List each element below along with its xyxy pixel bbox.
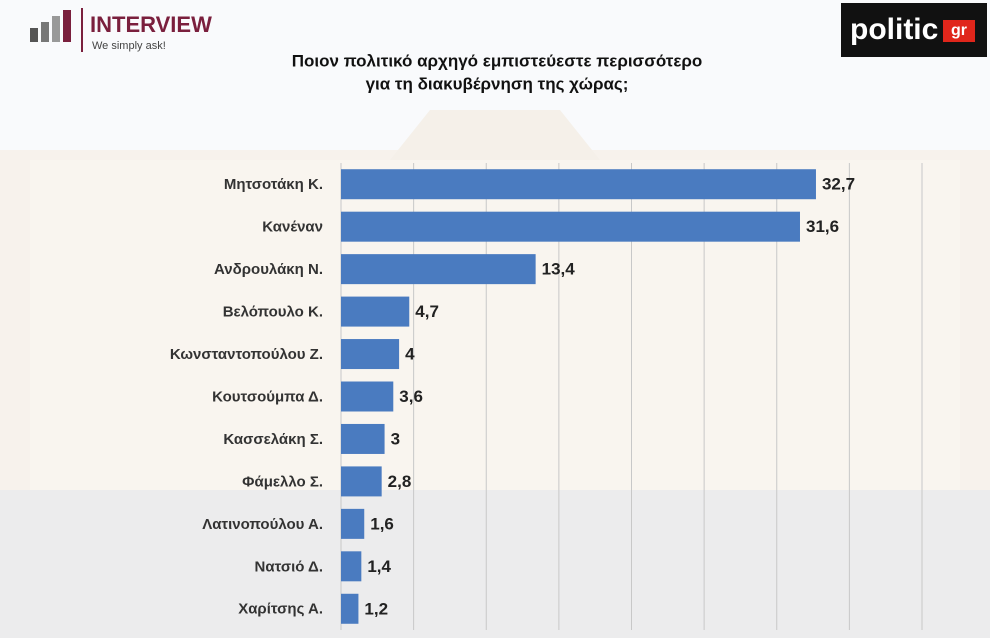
y-tick-label: Ανδρουλάκη Ν. — [214, 261, 323, 278]
y-tick-label: Μητσοτάκη Κ. — [224, 176, 323, 193]
bar — [341, 551, 362, 582]
y-tick-label: Χαρίτσης Α. — [238, 601, 323, 618]
chart-title: Ποιον πολιτικό αρχηγό εμπιστεύεστε περισ… — [292, 51, 703, 70]
bar — [341, 423, 385, 454]
y-tick-label: Κουτσούμπα Δ. — [212, 388, 323, 405]
y-tick-label: Κανέναν — [262, 219, 323, 236]
value-label: 1,6 — [370, 514, 394, 533]
bar — [341, 211, 800, 242]
brand: INTERVIEW — [90, 12, 212, 37]
y-tick-label: Φάμελλο Σ. — [242, 473, 323, 490]
chart-title: για τη διακυβέρνηση της χώρας; — [366, 74, 629, 93]
bar — [341, 169, 816, 200]
y-tick-label: Κασσελάκη Σ. — [223, 431, 323, 448]
value-label: 13,4 — [542, 260, 576, 279]
value-label: 4 — [405, 345, 415, 364]
value-label: 3 — [391, 429, 400, 448]
bar — [341, 296, 410, 327]
bar — [341, 508, 365, 539]
bar — [341, 339, 400, 370]
bar — [341, 593, 359, 624]
y-tick-label: Κωνσταντοπούλου Ζ. — [170, 346, 323, 363]
value-label: 1,4 — [367, 557, 391, 576]
source-logo: politic — [850, 13, 938, 46]
y-tick-label: Λατινοπούλου Α. — [202, 516, 323, 533]
value-label: 4,7 — [415, 302, 439, 321]
value-label: 31,6 — [806, 217, 839, 236]
logo-politic: politic gr — [841, 3, 987, 57]
value-label: 3,6 — [399, 387, 423, 406]
bar — [341, 381, 394, 412]
value-label: 32,7 — [822, 175, 855, 194]
bar — [341, 254, 536, 285]
bar — [341, 466, 382, 497]
logo-interview: INTERVIEW We simply ask! — [30, 8, 212, 52]
y-tick-label: Βελόπουλο Κ. — [223, 304, 323, 321]
value-label: 1,2 — [364, 599, 388, 618]
y-tick-label: Νατσιό Δ. — [255, 558, 323, 575]
tagline: We simply ask! — [92, 40, 166, 52]
source-logo-suffix: gr — [951, 22, 967, 39]
value-label: 2,8 — [388, 472, 412, 491]
